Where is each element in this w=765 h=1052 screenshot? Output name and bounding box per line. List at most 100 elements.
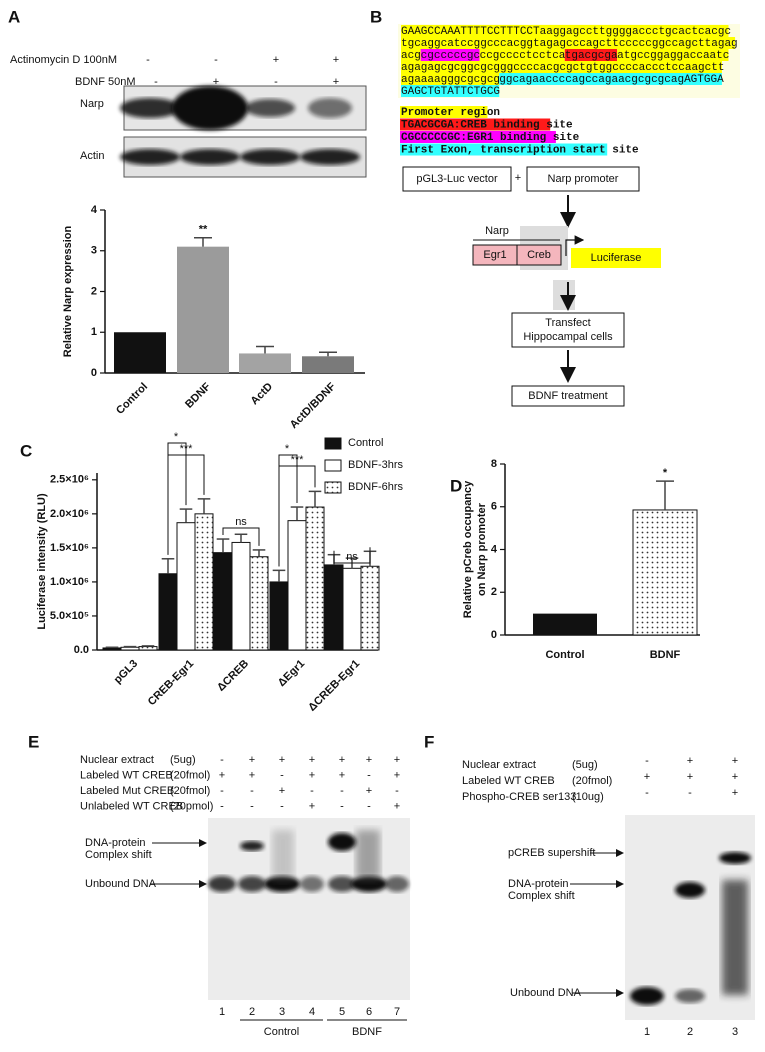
legend-label: First Exon, transcription start site (401, 144, 639, 156)
band (208, 876, 236, 892)
sequence-segment: acg (401, 50, 421, 62)
row-label: Unlabeled WT CREB (80, 800, 183, 812)
group-label: Control (264, 1026, 299, 1038)
y-tick-label: 1.5×10⁶ (50, 542, 89, 554)
sequence-segment: GAAGCCAAATTTTCCTTTCCTaaggagccttggggaccct… (401, 26, 731, 38)
legend-swatch (324, 481, 342, 494)
error-bar (272, 569, 286, 582)
bar (287, 520, 307, 651)
x-tick-label: ActD (249, 381, 276, 408)
error-bar (290, 506, 304, 521)
sign: + (309, 800, 315, 812)
row-amount: (20fmol) (572, 775, 612, 787)
y-tick-label: 1.0×10⁶ (50, 576, 89, 588)
error-bar (234, 533, 248, 543)
panel-label: B (370, 7, 382, 26)
y-tick-label: 0 (491, 629, 497, 641)
sign: - (250, 800, 254, 812)
lane-number: 6 (366, 1006, 372, 1018)
treatment-sign: - (154, 76, 158, 88)
sign: + (394, 800, 400, 812)
band (719, 852, 751, 864)
gel-label: pCREB supershift (508, 847, 595, 859)
y-tick-label: 5.0×10⁵ (50, 610, 89, 622)
gel-label: Unbound DNA (510, 987, 582, 999)
diagram-box (526, 166, 640, 192)
y-tick-label: 8 (491, 458, 497, 470)
bar (632, 509, 698, 636)
band (240, 841, 264, 851)
diagram-text: Transfect (545, 317, 590, 329)
legend-label: TGACGCGA:CREB binding site (401, 119, 573, 131)
sign: - (280, 769, 284, 781)
x-tick-label: Control (114, 381, 150, 417)
significance: ns (235, 516, 247, 528)
bar (269, 581, 289, 651)
smear (722, 880, 748, 995)
legend-swatch (400, 118, 551, 131)
sign: - (340, 800, 344, 812)
sequence: GAAGCCAAATTTTCCTTTCCTaaggagccttggggaccct… (401, 26, 738, 98)
bar (231, 541, 251, 651)
treatment-sign: - (274, 76, 278, 88)
sign: - (395, 785, 399, 797)
diagram-text: pGL3-Luc vector (416, 173, 498, 185)
error-bar (194, 236, 212, 247)
lane-number: 4 (309, 1006, 315, 1018)
error-bar (105, 646, 119, 649)
row-label: Nuclear extract (462, 759, 536, 771)
x-tick-label: ActD/BDNF (288, 380, 339, 431)
row-label: Labeled WT CREB (80, 769, 173, 781)
panel-label: E (28, 732, 39, 751)
sequence-segment: GAGCTGTATTCTGCG (401, 86, 500, 98)
diagram-text: Narp promoter (548, 173, 619, 185)
error-bar (256, 345, 274, 354)
diagram-text: Egr1 (483, 249, 506, 261)
significance: * (663, 467, 668, 479)
bracket (167, 454, 205, 555)
highlight (401, 61, 722, 73)
x-tick-label: ΔCREB-Egr1 (306, 658, 362, 714)
sequence-segment: ccgcccctcctca (480, 50, 566, 62)
sign: + (366, 754, 372, 766)
x-tick-label: Control (545, 649, 584, 661)
diagram-box (511, 385, 625, 407)
gel-label: Unbound DNA (85, 878, 157, 890)
sign: + (394, 754, 400, 766)
diagram-text: Luciferase (591, 252, 642, 264)
sign: + (309, 769, 315, 781)
sign: + (732, 755, 738, 767)
y-tick-label: 3 (91, 245, 97, 257)
legend-swatch (324, 437, 342, 450)
bar (342, 567, 362, 651)
bracket (222, 527, 260, 546)
legend-label: Control (348, 437, 383, 449)
treatment-sign: + (333, 54, 339, 66)
bar (324, 564, 344, 651)
bar (213, 552, 233, 651)
y-tick-label: 2 (91, 285, 97, 297)
treatment-sign: - (214, 54, 218, 66)
bar (138, 646, 158, 651)
highlight (564, 49, 618, 61)
y-tick-label: 0 (91, 367, 97, 379)
diagram-text: Narp (485, 225, 509, 237)
band (675, 882, 705, 898)
error-bar (216, 538, 230, 553)
shadow (553, 280, 575, 310)
bar (194, 513, 214, 651)
bar (533, 613, 597, 635)
bar (158, 573, 178, 651)
sign: + (249, 769, 255, 781)
row-amount: (20pmol) (170, 800, 213, 812)
error-bar (197, 498, 211, 514)
band (120, 149, 180, 165)
highlight (617, 49, 729, 61)
legend-label: BDNF-6hrs (348, 481, 404, 493)
sequence-segment: tgcaggcatccggcccacggtagagcccagcttcccccgg… (401, 38, 738, 50)
treatment-sign: + (333, 76, 339, 88)
x-tick-label: CREB-Egr1 (146, 658, 196, 708)
lane-number: 7 (394, 1006, 400, 1018)
smear (272, 830, 294, 880)
sign: - (220, 754, 224, 766)
